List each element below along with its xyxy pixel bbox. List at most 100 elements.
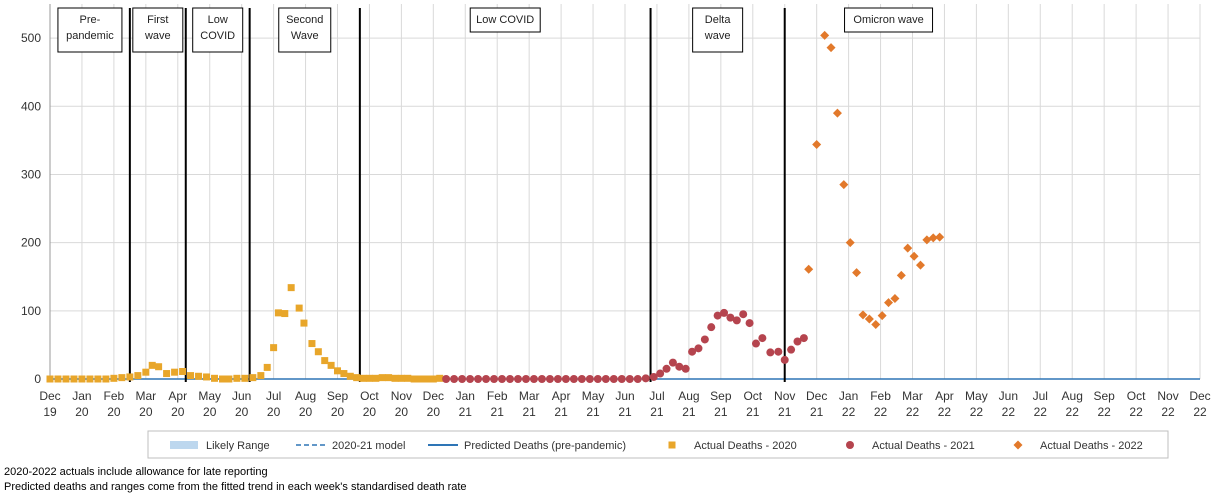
x-tick-label: Jan 21 xyxy=(456,389,475,419)
data-point xyxy=(617,375,626,383)
data-point xyxy=(287,284,295,292)
legend-item: 2020-21 model xyxy=(296,440,405,452)
x-tick-year: 20 xyxy=(395,405,409,419)
x-tick-label: Apr 20 xyxy=(168,389,187,419)
x-tick-month: Oct xyxy=(743,389,762,403)
x-tick-month: Sep xyxy=(710,389,732,403)
data-point xyxy=(700,335,709,344)
phase-label-text: First xyxy=(147,14,168,26)
data-point xyxy=(585,375,594,383)
x-tick-year: 21 xyxy=(459,405,473,419)
data-point xyxy=(537,375,546,383)
x-tick-label: Feb 21 xyxy=(487,389,508,419)
x-tick-year: 21 xyxy=(746,405,760,419)
x-tick-month: Feb xyxy=(870,389,891,403)
data-point xyxy=(820,30,830,40)
data-point xyxy=(86,375,94,383)
data-point xyxy=(890,294,900,304)
data-point xyxy=(281,310,289,318)
x-tick-year: 20 xyxy=(139,405,153,419)
x-tick-label: Mar 20 xyxy=(135,389,156,419)
legend-label: 2020-21 model xyxy=(332,440,405,452)
x-tick-year: 22 xyxy=(1034,405,1048,419)
data-point xyxy=(774,347,783,356)
data-point xyxy=(529,375,538,383)
data-point xyxy=(681,364,690,373)
x-tick-label: Jan 22 xyxy=(839,389,858,419)
data-point xyxy=(935,232,945,242)
data-point xyxy=(877,311,887,321)
x-tick-label: Sep 20 xyxy=(327,389,349,419)
data-point xyxy=(884,298,894,308)
x-tick-month: Aug xyxy=(1062,389,1083,403)
series-circle xyxy=(442,308,808,383)
data-point xyxy=(553,375,562,383)
x-tick-month: Jan xyxy=(456,389,475,403)
data-point xyxy=(62,375,70,383)
x-tick-label: May 22 xyxy=(965,389,988,419)
phase-label-0: Pre-pandemic xyxy=(57,7,123,53)
data-point xyxy=(314,348,322,356)
data-point xyxy=(688,347,697,356)
data-point xyxy=(474,375,483,383)
legend-item: Actual Deaths - 2021 xyxy=(846,440,975,452)
phase-label-text: Omicron wave xyxy=(853,14,923,26)
phase-label-box xyxy=(192,7,244,53)
x-tick-month: Jan xyxy=(72,389,91,403)
data-point xyxy=(812,139,822,149)
data-point xyxy=(521,375,530,383)
data-point xyxy=(569,375,578,383)
x-tick-year: 22 xyxy=(1193,405,1207,419)
data-point xyxy=(436,374,444,382)
x-tick-month: Sep xyxy=(1093,389,1115,403)
x-tick-year: 20 xyxy=(171,405,185,419)
data-point xyxy=(353,374,361,382)
data-point xyxy=(372,374,380,382)
x-tick-month: Jan xyxy=(839,389,858,403)
x-tick-month: Apr xyxy=(935,389,954,403)
data-point xyxy=(46,375,54,383)
legend-label: Actual Deaths - 2020 xyxy=(694,440,797,452)
legend-item: Predicted Deaths (pre-pandemic) xyxy=(428,440,626,452)
data-point xyxy=(739,310,748,319)
data-point xyxy=(203,373,211,381)
x-tick-month: Oct xyxy=(360,389,379,403)
data-point xyxy=(458,375,467,383)
y-tick-label: 100 xyxy=(21,304,41,318)
x-tick-month: Feb xyxy=(487,389,508,403)
data-point xyxy=(94,375,102,383)
x-tick-year: 22 xyxy=(1066,405,1080,419)
y-tick-label: 500 xyxy=(21,31,41,45)
y-tick-label: 400 xyxy=(21,99,41,113)
legend-symbol-square xyxy=(668,441,676,449)
phase-label-1: First wave xyxy=(132,7,184,53)
phase-label-box xyxy=(844,7,934,33)
data-point xyxy=(378,374,386,382)
x-tick-month: Dec xyxy=(423,389,444,403)
phase-label-box xyxy=(132,7,184,53)
data-point xyxy=(577,375,586,383)
data-point xyxy=(864,314,874,324)
data-point xyxy=(482,375,491,383)
data-point xyxy=(662,364,671,373)
x-tick-year: 20 xyxy=(363,405,377,419)
x-tick-month: Jun xyxy=(999,389,1018,403)
data-point xyxy=(498,375,507,383)
data-point xyxy=(274,309,282,317)
x-tick-year: 22 xyxy=(842,405,856,419)
x-tick-label: Sep 22 xyxy=(1093,389,1115,419)
data-point xyxy=(295,304,303,312)
data-point xyxy=(249,374,257,382)
data-point xyxy=(417,375,425,383)
x-tick-month: Nov xyxy=(1157,389,1178,403)
phase-label-box xyxy=(278,7,332,53)
data-point xyxy=(845,238,855,248)
x-tick-month: Jul xyxy=(266,389,281,403)
phase-label-box xyxy=(57,7,123,53)
data-point xyxy=(799,334,808,343)
x-tick-month: Dec xyxy=(39,389,60,403)
x-tick-label: Nov 21 xyxy=(774,389,795,419)
x-tick-year: 22 xyxy=(970,405,984,419)
data-point xyxy=(804,264,814,274)
data-point xyxy=(466,375,475,383)
